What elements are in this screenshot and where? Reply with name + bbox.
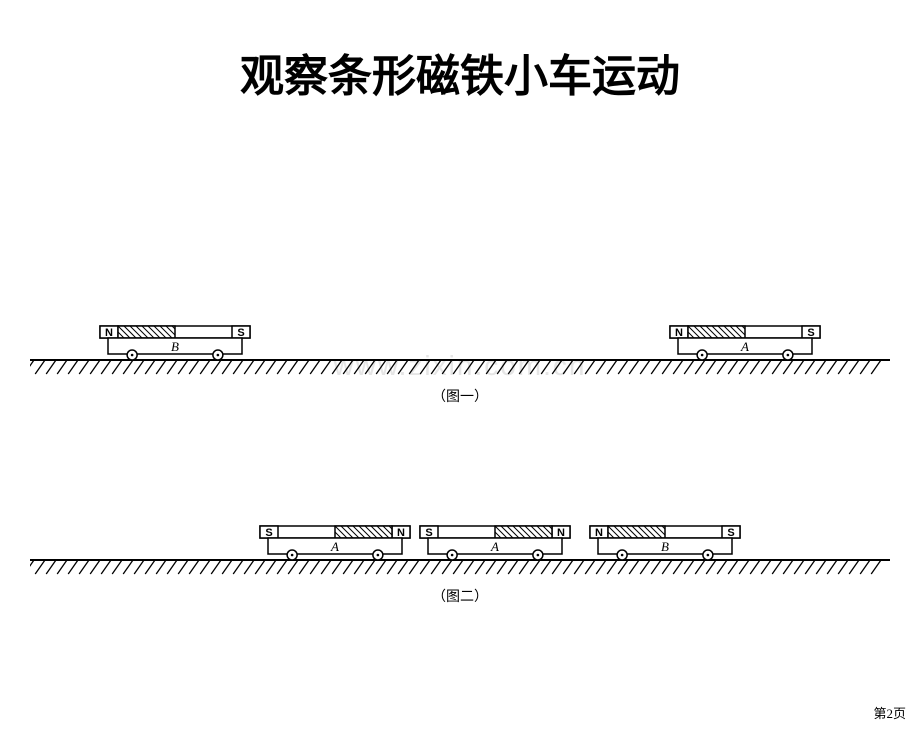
figure-2-caption: （图二） — [0, 586, 920, 606]
svg-text:A: A — [330, 539, 339, 554]
figure-2-svg: S N A S N A N S B — [30, 500, 890, 580]
page-title: 观察条形磁铁小车运动 — [0, 40, 920, 104]
figure-1-caption: （图一） — [0, 386, 920, 406]
svg-text:N: N — [557, 527, 565, 539]
svg-text:S: S — [727, 527, 734, 539]
svg-text:A: A — [740, 339, 749, 354]
figure-2: S N A S N A N S B （图二） — [0, 500, 920, 606]
figure-1: N S B N S A （图一） — [0, 300, 920, 406]
svg-text:B: B — [661, 539, 669, 554]
figure-1-svg: N S B N S A — [30, 300, 890, 380]
page-number: 第2页 — [873, 703, 906, 722]
svg-text:S: S — [807, 327, 814, 339]
svg-text:S: S — [237, 327, 244, 339]
svg-text:S: S — [265, 527, 272, 539]
svg-text:A: A — [490, 539, 499, 554]
svg-text:N: N — [105, 327, 113, 339]
svg-text:B: B — [171, 339, 179, 354]
svg-text:N: N — [675, 327, 683, 339]
svg-text:N: N — [595, 527, 603, 539]
svg-text:N: N — [397, 527, 405, 539]
svg-text:S: S — [425, 527, 432, 539]
